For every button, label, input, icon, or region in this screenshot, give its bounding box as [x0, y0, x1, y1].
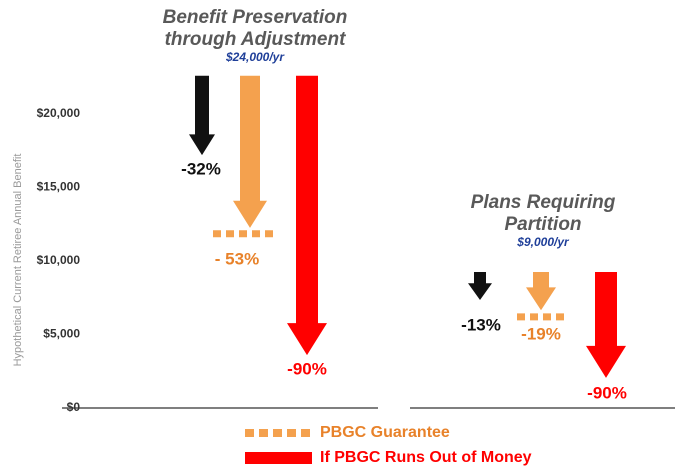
y-axis-label: Hypothetical Current Retiree Annual Bene…	[12, 154, 24, 367]
group-title: through Adjustment	[165, 29, 346, 50]
y-tick-label: $5,000	[43, 327, 80, 341]
group-title: Plans Requiring	[471, 192, 616, 213]
arrow-label: - 53%	[215, 249, 259, 268]
legend-label: If PBGC Runs Out of Money	[320, 449, 532, 466]
arrow-label: -32%	[181, 159, 221, 178]
y-tick-label: $20,000	[37, 106, 81, 120]
y-tick-label: $15,000	[37, 180, 81, 194]
y-tick-label: $0	[67, 400, 81, 414]
group-subtitle: $24,000/yr	[225, 50, 285, 64]
legend-swatch	[245, 452, 312, 464]
arrow	[468, 272, 492, 300]
group-title: Benefit Preservation	[163, 7, 348, 28]
arrow	[526, 272, 556, 311]
arrow-label: -90%	[587, 383, 627, 402]
arrow	[233, 75, 267, 228]
arrow	[287, 75, 327, 356]
arrow-label: -19%	[521, 324, 561, 343]
y-tick-label: $10,000	[37, 253, 81, 267]
legend-label: PBGC Guarantee	[320, 424, 450, 441]
group-title: Partition	[504, 214, 581, 235]
arrow-label: -13%	[461, 315, 501, 334]
arrow-label: -90%	[287, 359, 327, 378]
arrow	[189, 75, 215, 156]
arrow	[586, 272, 626, 378]
group-subtitle: $9,000/yr	[516, 235, 570, 249]
